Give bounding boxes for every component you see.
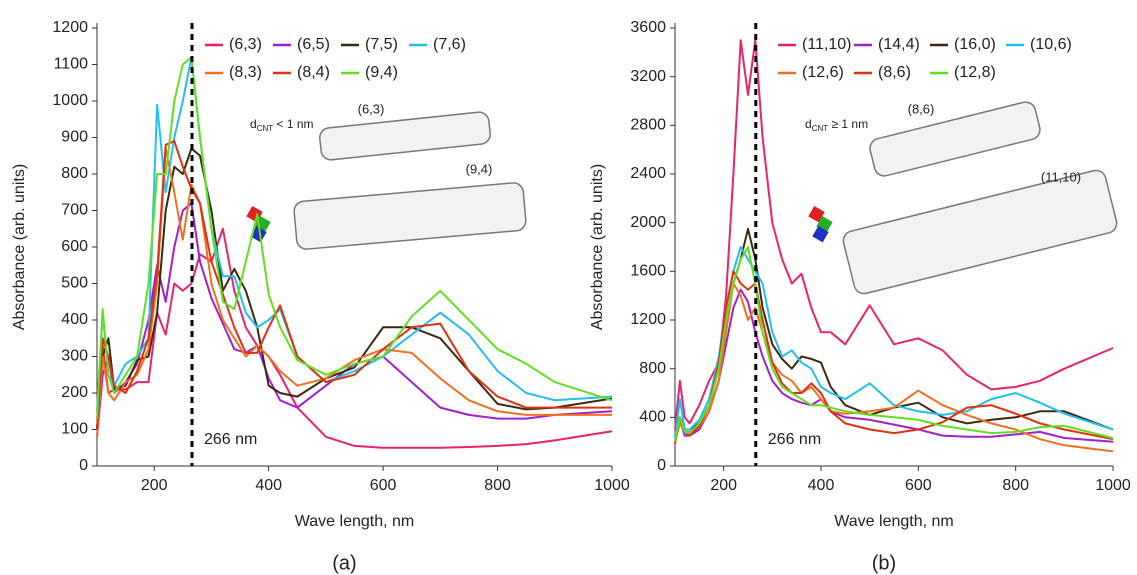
series-line — [96, 56, 613, 419]
x-tick-label: 400 — [808, 477, 835, 494]
x-tick-label: 200 — [710, 477, 737, 494]
series-line — [674, 288, 1114, 443]
y-tick-label: 2000 — [630, 214, 666, 231]
icon — [808, 205, 825, 223]
inset-label-part: < 1 nm — [273, 117, 313, 131]
x-tick-label: 800 — [484, 477, 511, 494]
y-tick-label: 1200 — [52, 19, 88, 36]
y-tick-label: 2800 — [630, 117, 666, 134]
legend-label: (8,4) — [297, 64, 330, 81]
inset-label-part: ≥ 1 nm — [828, 117, 868, 131]
tube-label: (6,3) — [358, 101, 385, 116]
marker-label: 266 nm — [204, 431, 257, 448]
y-tick-label: 0 — [657, 457, 666, 474]
series-line — [674, 39, 1114, 430]
series-line — [674, 246, 1114, 440]
series-line — [96, 147, 613, 430]
y-tick-label: 800 — [61, 165, 88, 182]
x-tick-label: 600 — [370, 477, 397, 494]
y-tick-label: 900 — [61, 129, 88, 146]
y-tick-label: 700 — [61, 202, 88, 219]
series-line — [96, 202, 613, 437]
legend-label: (6,5) — [297, 36, 330, 53]
inset-label-part: d — [250, 117, 257, 131]
legend-label: (11,10) — [802, 36, 852, 53]
y-tick-label: 1200 — [630, 311, 666, 328]
series-line — [96, 227, 613, 449]
y-tick-label: 100 — [61, 421, 88, 438]
panel: (8,6) (11,10) dCNT ≥ 1 nm 0 400 800 1200 1600 20… — [589, 19, 1131, 574]
x-tick-label: 600 — [905, 477, 932, 494]
y-tick-label: 1600 — [630, 263, 666, 280]
nanotube — [293, 182, 527, 250]
legend-label: (8,3) — [229, 64, 262, 81]
inset-label-part: CNT — [812, 124, 829, 133]
legend-label: (16,0) — [954, 36, 996, 53]
x-tick-label: 1000 — [1095, 477, 1131, 494]
legend-label: (10,6) — [1030, 36, 1072, 53]
series-line — [96, 147, 612, 437]
inset-label: dCNT ≥ 1 nm — [805, 117, 868, 133]
inset-label-part: d — [805, 117, 812, 131]
x-tick-label: 800 — [1002, 477, 1029, 494]
y-tick-label: 3200 — [630, 68, 666, 85]
series-line — [674, 246, 1114, 442]
legend-label: (12,6) — [802, 64, 844, 81]
y-tick-label: 800 — [639, 360, 666, 377]
legend-label: (8,6) — [878, 64, 911, 81]
y-tick-label: 0 — [79, 457, 88, 474]
nanotube — [842, 169, 1118, 295]
inset-label: dCNT < 1 nm — [250, 117, 314, 133]
series-line — [96, 140, 612, 430]
y-tick-label: 1000 — [52, 92, 88, 109]
legend-label: (14,4) — [878, 36, 920, 53]
y-tick-label: 1100 — [54, 56, 89, 73]
legend-label: (7,5) — [365, 36, 398, 53]
inset-label-part: CNT — [257, 124, 274, 133]
y-axis-label: Absorbance (arb. units) — [11, 164, 28, 330]
y-tick-label: 3600 — [630, 19, 666, 36]
y-tick-label: 400 — [639, 409, 666, 426]
y-tick-label: 500 — [61, 275, 88, 292]
nanotube — [869, 101, 1041, 177]
panel: (6,3) (9,4) dCNT < 1 nm 0 100 200 300 400 500 600… — [11, 19, 630, 574]
tube-label: (8,6) — [908, 101, 935, 116]
x-tick-label: 1000 — [594, 477, 630, 494]
y-tick-label: 300 — [61, 348, 88, 365]
legend-label: (12,8) — [954, 64, 996, 81]
y-tick-label: 200 — [61, 384, 88, 401]
legend-label: (6,3) — [229, 36, 262, 53]
x-axis-label: Wave length, nm — [295, 513, 414, 530]
tube-label: (9,4) — [466, 161, 493, 176]
x-tick-label: 200 — [141, 477, 168, 494]
y-tick-label: 2400 — [630, 165, 666, 182]
legend-label: (9,4) — [365, 64, 398, 81]
caption: (b) — [872, 552, 896, 574]
marker-label: 266 nm — [768, 431, 821, 448]
caption: (a) — [332, 552, 356, 574]
y-axis-label: Absorbance (arb. units) — [589, 164, 606, 330]
x-axis-label: Wave length, nm — [834, 513, 953, 530]
y-tick-label: 600 — [61, 238, 88, 255]
x-tick-label: 400 — [255, 477, 282, 494]
icon — [812, 225, 829, 243]
legend-label: (7,6) — [433, 36, 466, 53]
nanotube — [319, 111, 491, 161]
series-line — [674, 282, 1114, 453]
tube-label: (11,10) — [1041, 169, 1081, 184]
y-tick-label: 400 — [61, 311, 88, 328]
